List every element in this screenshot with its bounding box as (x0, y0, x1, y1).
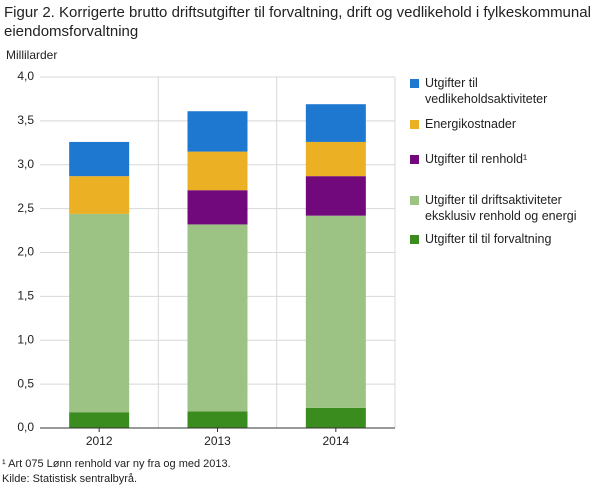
legend-swatch (410, 155, 419, 164)
bar-segment (69, 213, 130, 413)
legend-item: Utgifter til vedlikeholdsaktiviteter (410, 75, 605, 107)
legend-label: Utgifter til renhold¹ (425, 152, 528, 166)
legend-swatch (410, 120, 419, 129)
y-tick-label: 0,0 (17, 420, 34, 434)
bar-segment (305, 176, 366, 216)
legend-item: Utgifter til driftsaktiviteter eksklusiv… (410, 192, 605, 224)
y-tick-label: 3,5 (17, 113, 34, 127)
y-tick-label: 2,0 (17, 245, 34, 259)
y-tick-label: 3,0 (17, 157, 34, 171)
footer: ¹ Art 075 Lønn renhold var ny fra og med… (2, 457, 231, 487)
y-tick-label: 1,5 (17, 289, 34, 303)
legend-label: Utgifter til til forvaltning (425, 232, 552, 246)
bar-segment (187, 411, 248, 428)
bar-segment (187, 224, 248, 412)
legend-item: Energikostnader (410, 116, 605, 132)
bar-segment (69, 141, 130, 177)
legend-label: Utgifter til vedlikeholdsaktiviteter (425, 76, 548, 106)
chart-title: Figur 2. Korrigerte brutto driftsutgifte… (4, 4, 591, 40)
bar-segment (69, 412, 130, 428)
legend-item: Utgifter til renhold¹ (410, 151, 605, 167)
x-tick-label: 2013 (204, 434, 231, 448)
legend-label: Energikostnader (425, 117, 517, 131)
bar-segment (305, 141, 366, 177)
bar-segment (69, 176, 130, 214)
y-tick-label: 4,0 (17, 69, 34, 83)
legend-swatch (410, 235, 419, 244)
bar-segment (187, 111, 248, 152)
bar-segment (305, 104, 366, 142)
x-tick-label: 2014 (322, 434, 349, 448)
legend-swatch (410, 79, 419, 88)
legend-swatch (410, 196, 419, 205)
bar-segment (187, 190, 248, 225)
y-tick-label: 2,5 (17, 201, 34, 215)
source: Kilde: Statistisk sentralbyrå. (2, 473, 138, 485)
bar-segment (187, 151, 248, 191)
x-tick-label: 2012 (86, 434, 113, 448)
legend-label: Utgifter til driftsaktiviteter eksklusiv… (425, 193, 577, 223)
bar-segment (305, 407, 366, 428)
legend-item: Utgifter til til forvaltning (410, 231, 605, 247)
footnote: ¹ Art 075 Lønn renhold var ny fra og med… (2, 458, 231, 470)
bar-segment (305, 215, 366, 408)
y-axis-label: Millilarder (6, 48, 58, 62)
y-tick-label: 1,0 (17, 332, 34, 346)
y-tick-label: 0,5 (17, 376, 34, 390)
